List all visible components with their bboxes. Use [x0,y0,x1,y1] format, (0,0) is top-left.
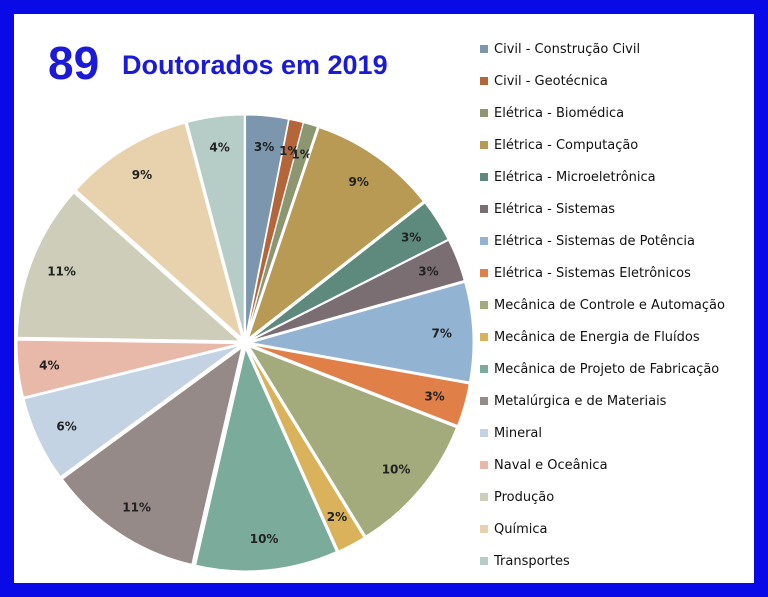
legend-swatch [480,397,488,405]
legend-label: Química [494,521,548,537]
legend-label: Elétrica - Sistemas [494,201,616,217]
legend-item: Mecânica de Controle e Automação [480,289,756,321]
pie-slice [248,345,458,537]
pie-slice [249,202,449,341]
slice-percent-label: 3% [418,264,438,278]
legend-swatch [480,237,488,245]
legend-swatch [480,461,488,469]
slice-percent-label: 3% [424,390,444,404]
legend-item: Naval e Oceânica [480,449,756,481]
legend-label: Mineral [494,425,542,441]
pie-slice [247,127,425,340]
legend-swatch [480,525,488,533]
legend-item: Elétrica - Sistemas [480,193,756,225]
slice-percent-label: 4% [39,358,59,372]
slice-percent-label: 6% [56,419,76,433]
legend-item: Elétrica - Microeletrônica [480,161,756,193]
legend-item: Transportes [480,545,756,577]
legend-item: Elétrica - Biomédica [480,97,756,129]
slice-percent-label: 3% [401,230,421,244]
slice-percent-label: 4% [209,141,229,155]
legend-label: Mecânica de Energia de Fluídos [494,329,700,345]
slice-percent-label: 9% [132,168,152,182]
slice-percent-label: 9% [348,175,368,189]
pie-slice [246,122,319,338]
legend-swatch [480,429,488,437]
legend-item: Civil - Geotécnica [480,65,756,97]
legend-label: Elétrica - Sistemas de Potência [494,233,695,249]
legend-label: Naval e Oceânica [494,457,608,473]
legend-label: Produção [494,489,555,505]
legend: Civil - Construção Civil Civil - Geotécni… [480,33,756,577]
slice-percent-label: 1% [291,147,311,161]
pie-slice [61,346,243,565]
pie-slice [75,122,243,340]
slice-percent-label: 10% [382,462,411,476]
legend-label: Elétrica - Computação [494,137,639,153]
chart-title: Doutorados em 2019 [122,50,388,80]
pie-slice [250,239,465,342]
legend-swatch [480,493,488,501]
legend-label: Mecânica de Controle e Automação [494,297,725,313]
slice-percent-label: 11% [122,500,151,514]
doctorate-count: 89 [48,37,100,89]
legend-item: Elétrica - Sistemas Eletrônicos [480,257,756,289]
pie-slice [247,348,365,552]
legend-item: Mecânica de Projeto de Fabricação [480,353,756,385]
legend-label: Mecânica de Projeto de Fabricação [494,361,720,377]
pie-slice [186,114,245,338]
pie-slice [16,339,240,398]
slice-percent-label: 11% [47,264,76,278]
legend-swatch [480,141,488,149]
legend-swatch [480,205,488,213]
slice-percent-label: 2% [327,510,347,524]
legend-item: Metalúrgica e de Materiais [480,385,756,417]
legend-item: Mecânica de Energia de Fluídos [480,321,756,353]
slice-percent-label: 10% [250,532,279,546]
legend-label: Civil - Construção Civil [494,41,641,57]
legend-swatch [480,365,488,373]
legend-swatch [480,77,488,85]
pie-slice [245,114,290,338]
legend-item: Produção [480,481,756,513]
legend-item: Química [480,513,756,545]
legend-label: Elétrica - Sistemas Eletrônicos [494,265,691,281]
pie-slice [250,344,470,427]
legend-swatch [480,109,488,117]
legend-swatch [480,333,488,341]
pie-slice [23,345,240,478]
pie-slice [16,192,241,342]
legend-item: Elétrica - Computação [480,129,756,161]
slice-percent-label: 1% [279,144,299,158]
legend-item: Elétrica - Sistemas de Potência [480,225,756,257]
slice-percent-label: 3% [254,140,274,154]
legend-swatch [480,301,488,309]
legend-swatch [480,45,488,53]
legend-label: Civil - Geotécnica [494,73,608,89]
legend-item: Mineral [480,417,756,449]
slice-percent-label: 7% [432,326,452,340]
legend-swatch [480,269,488,277]
legend-label: Transportes [494,553,570,569]
legend-swatch [480,173,488,181]
legend-item: Civil - Construção Civil [480,33,756,65]
legend-label: Elétrica - Biomédica [494,105,625,121]
legend-swatch [480,557,488,565]
pie-slice [250,281,474,383]
pie-slice [195,347,337,572]
legend-label: Metalúrgica e de Materiais [494,393,667,409]
legend-label: Elétrica - Microeletrônica [494,169,656,185]
